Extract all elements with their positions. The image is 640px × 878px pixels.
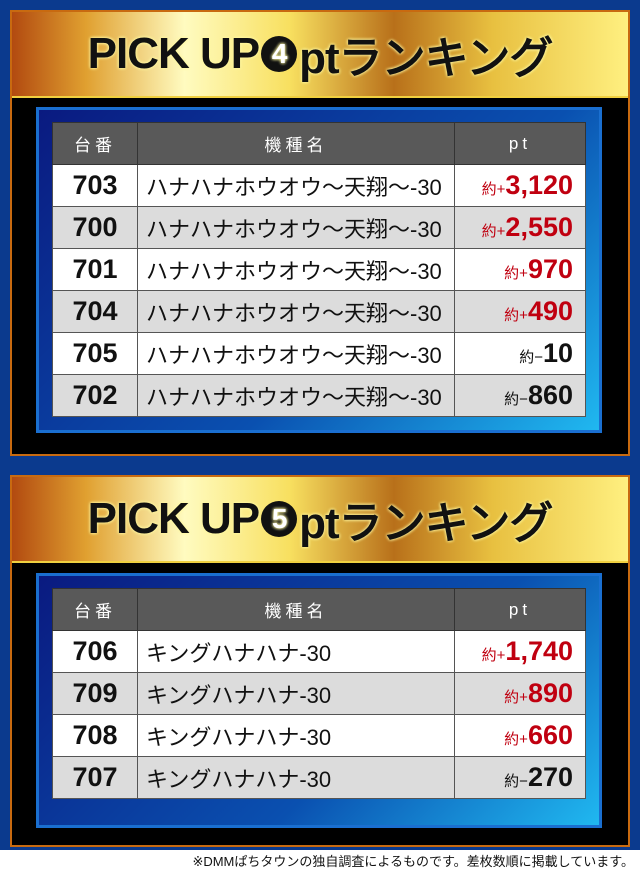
title-suffix: ptランキング xyxy=(299,34,553,83)
table-frame: 台番 機種名 pt 706 キングハナハナ-30 約+1,740 709 キングハナ… xyxy=(36,573,602,828)
machine-number: 706 xyxy=(52,630,138,673)
table-row: 708 キングハナハナ-30 約+660 xyxy=(52,714,586,757)
pt-prefix: 約+ xyxy=(504,307,528,324)
pt-cell: 約+1,740 xyxy=(454,630,586,673)
pt-cell: 約−270 xyxy=(454,756,586,799)
table-row: 701 ハナハナホウオウ～天翔～-30 約+970 xyxy=(52,248,586,291)
pt-prefix: 約+ xyxy=(504,731,528,748)
machine-name: ハナハナホウオウ～天翔～-30 xyxy=(137,206,455,249)
pt-value: 270 xyxy=(527,762,573,792)
pt-prefix: 約+ xyxy=(481,223,506,240)
pt-cell: 約+490 xyxy=(454,290,586,333)
title-prefix: PICK UP xyxy=(87,29,260,78)
panel-title: PICK UP 5 ptランキング xyxy=(87,487,554,551)
ranking-table: 台番 機種名 pt 706 キングハナハナ-30 約+1,740 709 キングハナ… xyxy=(52,588,586,799)
pt-prefix: 約− xyxy=(504,391,528,408)
machine-name: ハナハナホウオウ～天翔～-30 xyxy=(137,332,455,375)
machine-number: 704 xyxy=(52,290,138,333)
machine-name: ハナハナホウオウ～天翔～-30 xyxy=(137,164,455,207)
pt-prefix: 約− xyxy=(519,349,543,366)
title-prefix: PICK UP xyxy=(87,494,260,543)
pt-value: 970 xyxy=(527,254,573,284)
machine-number: 707 xyxy=(52,756,138,799)
table-row: 703 ハナハナホウオウ～天翔～-30 約+3,120 xyxy=(52,164,586,207)
pt-cell: 約+890 xyxy=(454,672,586,715)
machine-number: 702 xyxy=(52,374,138,417)
table-row: 705 ハナハナホウオウ～天翔～-30 約−10 xyxy=(52,332,586,375)
pt-cell: 約−860 xyxy=(454,374,586,417)
machine-number: 705 xyxy=(52,332,138,375)
pt-prefix: 約+ xyxy=(504,265,528,282)
pt-cell: 約+660 xyxy=(454,714,586,757)
table-row: 707 キングハナハナ-30 約−270 xyxy=(52,756,586,799)
pt-prefix: 約+ xyxy=(481,647,506,664)
panel-header: PICK UP 4 ptランキング xyxy=(12,12,628,98)
pt-value: 490 xyxy=(527,296,573,326)
machine-number: 701 xyxy=(52,248,138,291)
number-badge: 5 xyxy=(261,501,298,537)
pt-cell: 約+3,120 xyxy=(454,164,586,207)
header-pt: pt xyxy=(454,588,586,631)
pt-value: 2,550 xyxy=(505,212,573,242)
pt-value: 1,740 xyxy=(505,636,573,666)
pt-prefix: 約+ xyxy=(481,181,506,198)
machine-number: 708 xyxy=(52,714,138,757)
number-badge: 4 xyxy=(261,36,298,72)
header-machine-number: 台番 xyxy=(52,588,138,631)
footnote: ※DMMぱちタウンの独自調査によるものです。差枚数順に掲載しています。 xyxy=(192,854,634,869)
ranking-panel-4: PICK UP 4 ptランキング 台番 機種名 pt 703 ハナハナホウオウ～天… xyxy=(10,10,630,456)
machine-name: キングハナハナ-30 xyxy=(137,756,455,799)
table-row: 704 ハナハナホウオウ～天翔～-30 約+490 xyxy=(52,290,586,333)
header-machine-name: 機種名 xyxy=(137,588,455,631)
ranking-panel-5: PICK UP 5 ptランキング 台番 機種名 pt 706 キングハナハナ-30… xyxy=(10,475,630,847)
ranking-table: 台番 機種名 pt 703 ハナハナホウオウ～天翔～-30 約+3,120 700 … xyxy=(52,122,586,417)
machine-name: ハナハナホウオウ～天翔～-30 xyxy=(137,248,455,291)
machine-name: ハナハナホウオウ～天翔～-30 xyxy=(137,374,455,417)
machine-name: キングハナハナ-30 xyxy=(137,630,455,673)
header-machine-number: 台番 xyxy=(52,122,138,165)
machine-name: ハナハナホウオウ～天翔～-30 xyxy=(137,290,455,333)
header-machine-name: 機種名 xyxy=(137,122,455,165)
table-header-row: 台番 機種名 pt xyxy=(52,122,586,165)
table-row: 706 キングハナハナ-30 約+1,740 xyxy=(52,630,586,673)
pt-cell: 約−10 xyxy=(454,332,586,375)
pt-value: 890 xyxy=(527,678,573,708)
pt-value: 3,120 xyxy=(505,170,573,200)
pt-value: 10 xyxy=(542,338,573,368)
panel-title: PICK UP 4 ptランキング xyxy=(87,22,554,86)
pt-prefix: 約+ xyxy=(504,689,528,706)
pt-value: 860 xyxy=(527,380,573,410)
machine-name: キングハナハナ-30 xyxy=(137,714,455,757)
pt-cell: 約+2,550 xyxy=(454,206,586,249)
machine-number: 709 xyxy=(52,672,138,715)
machine-number: 700 xyxy=(52,206,138,249)
header-pt: pt xyxy=(454,122,586,165)
table-header-row: 台番 機種名 pt xyxy=(52,588,586,631)
pt-prefix: 約− xyxy=(504,773,528,790)
table-row: 700 ハナハナホウオウ～天翔～-30 約+2,550 xyxy=(52,206,586,249)
machine-number: 703 xyxy=(52,164,138,207)
table-row: 702 ハナハナホウオウ～天翔～-30 約−860 xyxy=(52,374,586,417)
machine-name: キングハナハナ-30 xyxy=(137,672,455,715)
pt-value: 660 xyxy=(527,720,573,750)
table-frame: 台番 機種名 pt 703 ハナハナホウオウ～天翔～-30 約+3,120 700 … xyxy=(36,107,602,433)
pt-cell: 約+970 xyxy=(454,248,586,291)
title-suffix: ptランキング xyxy=(299,499,553,548)
table-row: 709 キングハナハナ-30 約+890 xyxy=(52,672,586,715)
panel-header: PICK UP 5 ptランキング xyxy=(12,477,628,563)
